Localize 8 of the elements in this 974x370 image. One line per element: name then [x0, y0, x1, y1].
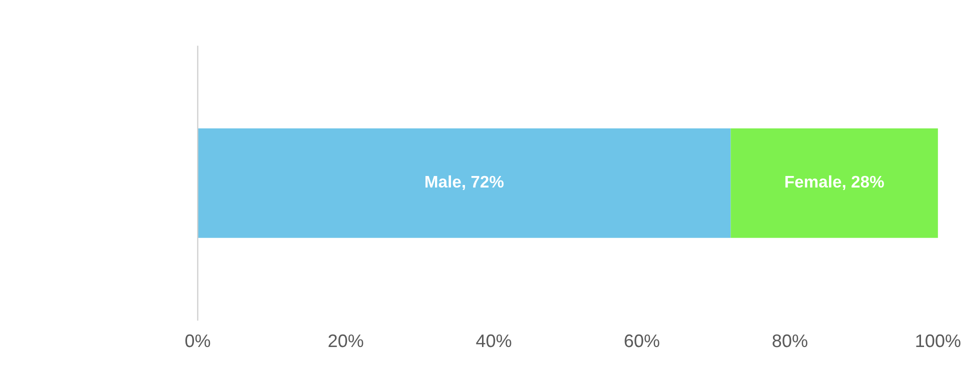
x-tick-label: 0% — [185, 334, 210, 348]
data-label: Male, 72% — [425, 175, 504, 190]
x-tick-label: 100% — [916, 334, 960, 348]
data-label: Female, 28% — [785, 175, 884, 190]
x-tick-label: 20% — [328, 334, 364, 348]
x-tick-label: 80% — [772, 334, 808, 348]
x-tick-label: 40% — [476, 334, 512, 348]
x-tick-label: 60% — [624, 334, 660, 348]
